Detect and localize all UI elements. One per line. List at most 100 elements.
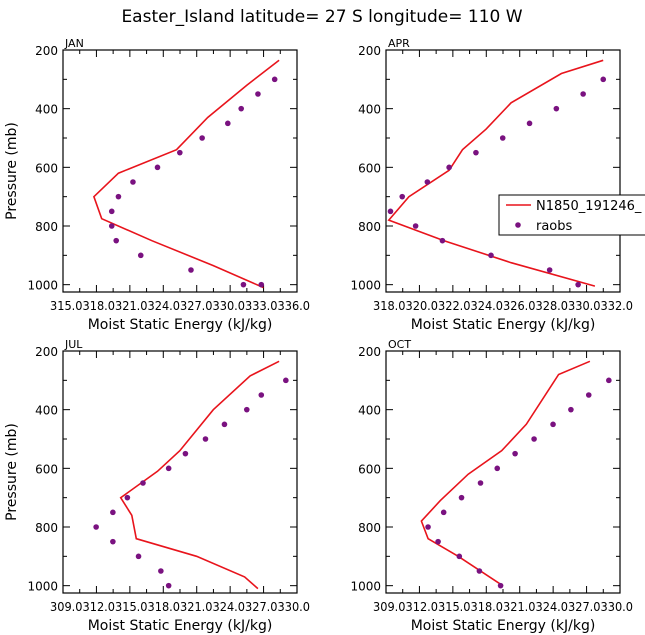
- raobs-point: [424, 179, 431, 185]
- raobs-point: [271, 76, 278, 83]
- model-line: [119, 360, 280, 590]
- y-tick-label: 800: [358, 220, 381, 234]
- raobs-point: [458, 494, 465, 501]
- raobs-point: [499, 135, 506, 141]
- raobs-point: [531, 436, 537, 442]
- raobs-point: [108, 223, 115, 229]
- raobs-point: [412, 223, 419, 229]
- raobs-point: [439, 237, 446, 244]
- model-line: [387, 59, 604, 287]
- raobs-point: [238, 105, 245, 112]
- raobs-point: [255, 91, 261, 97]
- raobs-point: [258, 281, 265, 288]
- raobs-point: [387, 208, 394, 215]
- raobs-point: [202, 436, 209, 442]
- raobs-point: [188, 267, 194, 273]
- raobs-point: [425, 524, 431, 530]
- x-tick-labels: 309.0312.0315.0318.0321.0324.0327.0330.0: [373, 600, 633, 614]
- model-line: [420, 360, 591, 587]
- raobs-point: [440, 509, 447, 516]
- x-axis-label: Moist Static Energy (kJ/kg): [411, 618, 596, 634]
- plot-frame: [62, 350, 298, 594]
- raobs-point: [446, 164, 452, 171]
- panel-apr: 200 400 600 800 1000 318.0320.0322.0324.0326.…: [350, 37, 633, 333]
- raobs-point: [546, 267, 553, 273]
- x-axis-label: Moist Static Energy (kJ/kg): [411, 317, 596, 333]
- raobs-point: [512, 450, 518, 457]
- y-axis-label: Pressure (mb): [4, 423, 20, 521]
- panel-label: JAN: [64, 37, 84, 50]
- raobs-point: [606, 377, 612, 384]
- legend-box: [498, 194, 645, 236]
- x-axis-label: Moist Static Energy (kJ/kg): [88, 618, 273, 634]
- panels: 200 400 600 800 1000 315.0318.0321.0324.0327.…: [4, 37, 633, 634]
- y-tick-label: 600: [358, 462, 381, 476]
- raobs-point: [108, 208, 115, 215]
- raobs-point: [199, 135, 205, 141]
- y-tick-label: 1000: [27, 580, 58, 594]
- raobs-point: [115, 193, 122, 200]
- plot-frame: [385, 49, 621, 293]
- y-tick-label: 400: [35, 103, 58, 117]
- raobs-point: [497, 582, 504, 589]
- y-tick-label: 800: [35, 220, 58, 234]
- x-tick-labels: 318.0320.0322.0324.0326.0328.0330.0332.0: [373, 299, 633, 313]
- y-tick-label: 1000: [350, 580, 381, 594]
- raobs-point: [165, 582, 172, 589]
- raobs-point: [221, 421, 228, 428]
- x-axis-label: Moist Static Energy (kJ/kg): [88, 317, 273, 333]
- raobs-point: [240, 281, 247, 288]
- panel-label: JUL: [64, 338, 83, 351]
- panel-jan: 200 400 600 800 1000 315.0318.0321.0324.0327.…: [4, 37, 310, 333]
- raobs-point: [137, 252, 144, 259]
- raobs-point: [113, 237, 120, 244]
- panel-jul: 200 400 600 800 1000 309.0312.0315.0318.0321.…: [4, 338, 310, 634]
- raobs-point: [110, 538, 116, 545]
- raobs-point: [258, 392, 265, 398]
- legend-dot-swatch: [515, 222, 521, 228]
- legend-dot-label: raobs: [536, 219, 573, 234]
- raobs-point: [473, 149, 479, 156]
- raobs-point: [494, 465, 501, 472]
- raobs-point: [110, 509, 116, 516]
- raobs-point: [435, 538, 441, 545]
- raobs-point: [130, 179, 136, 185]
- raobs-point: [283, 377, 289, 384]
- raobs-point: [550, 421, 556, 428]
- raobs-point: [553, 105, 560, 112]
- raobs-point: [476, 568, 483, 574]
- y-tick-label: 1000: [27, 279, 58, 293]
- y-tick-label: 200: [358, 44, 381, 58]
- figure-title: Easter_Island latitude= 27 S longitude= …: [121, 7, 522, 27]
- y-tick-label: 200: [35, 44, 58, 58]
- y-tick-label: 200: [358, 345, 381, 359]
- raobs-point: [580, 91, 586, 97]
- y-tick-label: 400: [35, 404, 58, 418]
- raobs-point: [158, 568, 164, 574]
- raobs-point: [140, 480, 146, 486]
- y-tick-label: 400: [358, 103, 381, 117]
- raobs-point: [568, 406, 574, 413]
- raobs-point: [93, 524, 99, 530]
- x-tick-labels: 309.0312.0315.0318.0321.0324.0327.0330.0: [50, 600, 310, 614]
- plot-frame: [62, 49, 298, 293]
- raobs-point: [177, 149, 183, 156]
- y-tick-label: 800: [35, 521, 58, 535]
- raobs-point: [124, 494, 131, 501]
- raobs-point: [135, 553, 142, 560]
- raobs-point: [225, 120, 231, 127]
- raobs-point: [600, 76, 607, 83]
- raobs-point: [456, 553, 463, 560]
- raobs-point: [526, 120, 533, 127]
- raobs-point: [488, 252, 494, 259]
- legend: N1850_191246_raobs: [498, 194, 645, 236]
- raobs-point: [243, 406, 250, 413]
- y-tick-label: 600: [35, 462, 58, 476]
- y-tick-label: 600: [358, 161, 381, 175]
- y-tick-label: 200: [35, 345, 58, 359]
- raobs-point: [477, 480, 484, 486]
- x-tick-labels: 315.0318.0321.0324.0327.0330.0333.0336.0: [50, 299, 310, 313]
- y-tick-label: 600: [35, 161, 58, 175]
- y-tick-label: 800: [358, 521, 381, 535]
